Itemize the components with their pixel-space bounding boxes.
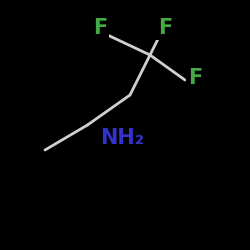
Text: NH₂: NH₂	[100, 128, 144, 148]
Text: F: F	[93, 18, 107, 38]
Text: F: F	[158, 18, 172, 38]
Text: F: F	[188, 68, 202, 87]
